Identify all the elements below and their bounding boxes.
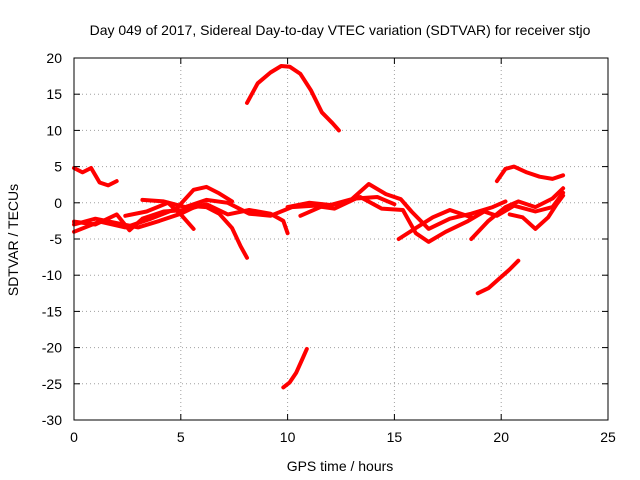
x-tick-label: 20 (493, 429, 509, 445)
y-tick-label: 15 (46, 86, 62, 102)
axis-ticks: 0 5 10 15 20 25 -30 -25 -20 -15 -10 -5 0 5 10 15 20 (42, 50, 616, 445)
chart-title: Day 049 of 2017, Sidereal Day-to-day VTE… (90, 22, 591, 38)
sdtvar-trace-15 (507, 193, 566, 231)
x-axis-label: GPS time / hours (287, 458, 394, 474)
sdtvar-trace-9 (72, 202, 290, 236)
x-tick-label: 10 (280, 429, 296, 445)
sdtvar-trace-13 (396, 208, 474, 241)
x-tick-label: 25 (600, 429, 616, 445)
y-axis-label: SDTVAR / TECUs (5, 184, 21, 296)
sdtvar-trace-12 (298, 190, 566, 244)
x-tick-label: 15 (387, 429, 403, 445)
x-tick-label: 5 (177, 429, 185, 445)
y-tick-label: 10 (46, 122, 62, 138)
y-tick-label: -25 (42, 376, 62, 392)
y-tick-label: -30 (42, 412, 62, 428)
sdtvar-trace-1 (72, 166, 119, 188)
sdtvar-trace-14 (469, 186, 566, 241)
sdtvar-trace-4 (475, 258, 521, 296)
y-tick-label: -15 (42, 303, 62, 319)
x-tick-label: 0 (70, 429, 78, 445)
y-tick-label: 5 (54, 159, 62, 175)
y-tick-label: -20 (42, 340, 62, 356)
y-tick-label: -10 (42, 267, 62, 283)
sdtvar-trace-3 (281, 347, 309, 390)
gridlines (74, 58, 608, 420)
y-tick-label: 0 (54, 195, 62, 211)
sdtvar-trace-2 (245, 64, 341, 133)
sdtvar-trace-5 (494, 164, 566, 184)
sdtvar-trace-10 (123, 200, 196, 231)
data-traces (72, 64, 566, 390)
y-tick-label: 20 (46, 50, 62, 66)
y-tick-label: -5 (50, 231, 63, 247)
